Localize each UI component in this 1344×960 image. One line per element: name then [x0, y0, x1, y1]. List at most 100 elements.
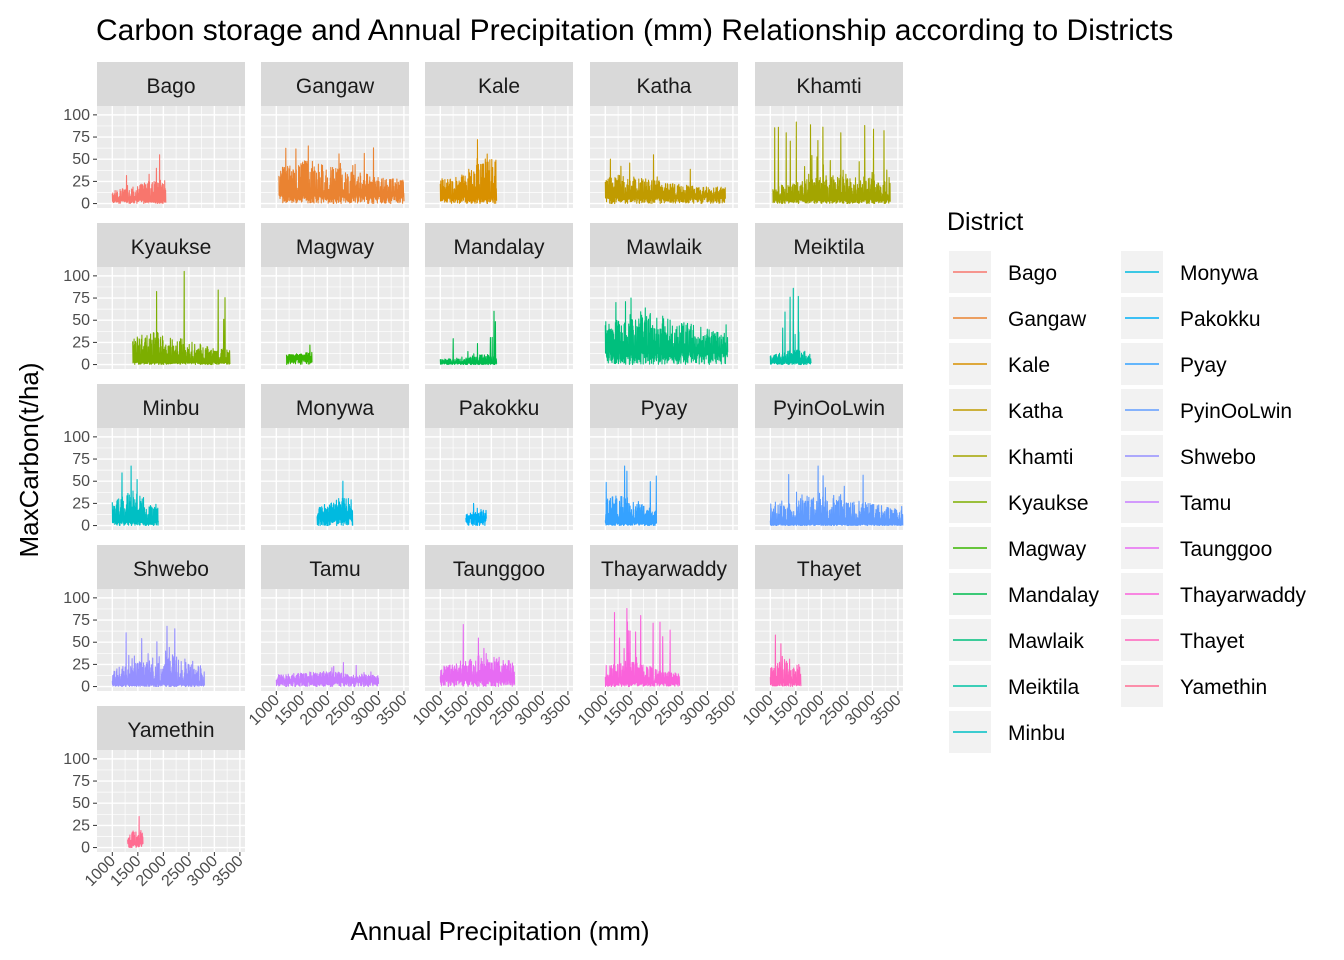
series-line-taunggoo [439, 623, 516, 688]
y-tick-label: 100 [63, 751, 90, 768]
legend-item-mawlaik: Mawlaik [949, 619, 1084, 661]
facet-strip [590, 62, 738, 106]
legend-item-monywa: Monywa [1121, 251, 1259, 293]
y-tick-label: 100 [63, 268, 90, 285]
legend-item-gangaw: Gangaw [949, 297, 1087, 339]
series-line-monywa [316, 480, 354, 527]
facet-label: Taunggoo [453, 558, 545, 581]
legend-label: Yamethin [1180, 676, 1267, 699]
legend-label: Pakokku [1180, 308, 1261, 331]
facet-strip [97, 545, 245, 589]
facet-kyaukse: Kyaukse 0 25 50 75 100 [63, 223, 245, 374]
y-tick-label: 50 [72, 473, 90, 490]
legend-item-katha: Katha [949, 389, 1063, 431]
facet-strip [425, 384, 573, 428]
legend-label: Monywa [1180, 262, 1259, 285]
y-tick-label: 25 [72, 495, 90, 512]
facet-strip [755, 223, 903, 267]
series-line-kale [439, 139, 498, 205]
panel-background [755, 267, 903, 369]
gridlines [261, 267, 409, 369]
legend-label: Minbu [1008, 722, 1065, 745]
legend-item-pyay: Pyay [1121, 343, 1227, 385]
legend-label: Shwebo [1180, 446, 1256, 469]
facet-label: Mandalay [453, 236, 545, 259]
facet-strip [261, 62, 409, 106]
facet-strip [97, 384, 245, 428]
legend-label: Mandalay [1008, 584, 1100, 607]
facet-kale: Kale [425, 62, 573, 208]
facet-strip [590, 223, 738, 267]
facet-label: Thayet [797, 558, 861, 581]
facet-minbu: Minbu 0 25 50 75 100 [63, 384, 245, 535]
facet-strip [97, 706, 245, 750]
facet-label: Shwebo [133, 558, 209, 581]
facet-strip [261, 384, 409, 428]
gridlines [97, 428, 245, 530]
facet-strip [261, 223, 409, 267]
facet-bago: Bago 0 25 50 75 100 [63, 62, 245, 213]
series-line-yamethin [127, 815, 144, 849]
facet-mawlaik: Mawlaik [590, 223, 738, 369]
legend-item-magway: Magway [949, 527, 1087, 569]
facet-label: Pakokku [459, 397, 540, 420]
legend-label: Mawlaik [1008, 630, 1084, 653]
y-tick-label: 50 [72, 151, 90, 168]
facet-magway: Magway [261, 223, 409, 369]
facet-label: Meiktila [793, 236, 865, 259]
y-tick-label: 25 [72, 334, 90, 351]
legend-item-tamu: Tamu [1121, 481, 1231, 523]
facet-katha: Katha [590, 62, 738, 208]
facets-layer: Bago 0 25 50 75 100 Gangaw Kale Katha Khamti Kyauk… [63, 62, 905, 890]
series-line-shwebo [111, 625, 205, 688]
y-tick-label: 0 [81, 518, 90, 535]
series-line-pakokku [465, 502, 487, 527]
legend-item-kyaukse: Kyaukse [949, 481, 1089, 523]
facet-label: Monywa [296, 397, 375, 420]
y-tick-label: 25 [72, 817, 90, 834]
legend-label: Gangaw [1008, 308, 1087, 331]
legend-label: Katha [1008, 400, 1063, 423]
facet-label: Minbu [142, 397, 199, 420]
facet-strip [97, 223, 245, 267]
y-tick-label: 50 [72, 312, 90, 329]
legend-title: District [947, 208, 1023, 236]
facet-pakokku: Pakokku [425, 384, 573, 530]
y-tick-label: 25 [72, 656, 90, 673]
facet-label: Khamti [796, 75, 861, 98]
series-line-pyinoolwin [769, 465, 904, 527]
x-tick-label: 3500 [703, 692, 740, 729]
legend-label: Magway [1008, 538, 1087, 561]
facet-label: Katha [637, 75, 692, 98]
facet-strip [425, 62, 573, 106]
facet-strip [590, 545, 738, 589]
legend-label: Kyaukse [1008, 492, 1089, 515]
y-tick-label: 100 [63, 107, 90, 124]
series-line-minbu [111, 465, 159, 527]
legend-item-bago: Bago [949, 251, 1057, 293]
facet-strip [590, 384, 738, 428]
y-tick-label: 0 [81, 679, 90, 696]
facet-mandalay: Mandalay [425, 223, 573, 369]
facet-strip [755, 384, 903, 428]
y-tick-label: 75 [72, 773, 90, 790]
y-tick-label: 75 [72, 129, 90, 146]
panel-background [261, 589, 409, 691]
y-tick-label: 100 [63, 590, 90, 607]
chart-title: Carbon storage and Annual Precipitation … [96, 14, 1173, 47]
facet-strip [261, 545, 409, 589]
facet-label: Pyay [641, 397, 688, 420]
series-line-thayarwaddy [604, 607, 681, 688]
legend-item-khamti: Khamti [949, 435, 1073, 477]
series-line-gangaw [278, 145, 405, 205]
series-line-kyaukse [132, 270, 231, 366]
legend-label: Thayarwaddy [1180, 584, 1307, 607]
facet-label: Thayarwaddy [601, 558, 728, 581]
legend-label: Bago [1008, 262, 1057, 285]
facet-shwebo: Shwebo 0 25 50 75 100 [63, 545, 245, 696]
x-axis-title: Annual Precipitation (mm) [350, 916, 649, 946]
gridlines [755, 589, 903, 691]
facet-label: Tamu [309, 558, 360, 581]
facet-strip [755, 545, 903, 589]
facet-monywa: Monywa [261, 384, 409, 530]
